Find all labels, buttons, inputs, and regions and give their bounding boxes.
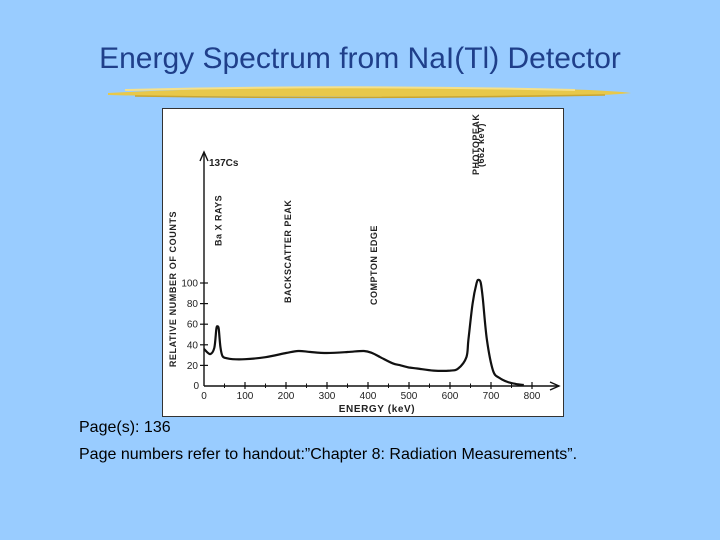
x-tick-label: 700 <box>483 391 500 402</box>
x-tick-label: 400 <box>360 391 377 402</box>
caption-pages: Page(s): 136 <box>79 419 171 436</box>
spectrum-figure: 0 0 20 40 60 80 100 100 200 300 400 500 600 700 800 RE… <box>162 108 564 417</box>
x-tick-label: 300 <box>319 391 336 402</box>
x-tick-label: 200 <box>278 391 295 402</box>
y-tick-label: 100 <box>181 279 198 290</box>
y-axis-arrow <box>199 150 209 162</box>
spectrum-chart: 00 20 40 60 80 100 100 200 300 400 500 600 700 800 RE… <box>168 114 561 415</box>
photopeak-label: PHOTOPEAK <box>471 114 481 175</box>
backscatter-peak-label: BACKSCATTER PEAK <box>283 200 293 303</box>
y-tick-label: 20 <box>187 361 199 372</box>
x-axis-label: ENERGY (keV) <box>339 404 415 415</box>
compton-edge-label: COMPTON EDGE <box>369 225 379 305</box>
spectrum-curve <box>203 278 524 387</box>
y-tick-label: 40 <box>187 340 199 351</box>
y-tick-label: 60 <box>187 320 199 331</box>
ticks: 00 20 40 60 80 100 100 200 300 400 500 600 700 800 <box>181 279 540 403</box>
x-tick-label: 100 <box>237 391 254 402</box>
y-tick-label: 80 <box>187 299 199 310</box>
x-tick-label: 600 <box>442 391 459 402</box>
source-label: 137Cs <box>209 158 239 169</box>
x-tick-label: 0 <box>201 391 207 402</box>
caption-note: Page numbers refer to handout:”Chapter 8… <box>79 446 578 463</box>
x-tick-label: 500 <box>401 391 418 402</box>
axes <box>199 150 561 391</box>
x-axis-arrow <box>549 381 561 391</box>
x-tick-label: 800 <box>524 391 541 402</box>
underline-shadow <box>134 94 606 99</box>
underline-highlight <box>124 86 576 91</box>
y-axis-label: RELATIVE NUMBER OF COUNTS <box>168 211 178 367</box>
slide-title: Energy Spectrum from NaI(Tl) Detector <box>99 42 621 75</box>
ba-xrays-label: Ba X RAYS <box>213 195 223 246</box>
underline-stroke <box>108 87 631 98</box>
photopeak-energy-label: (662 keV) <box>476 123 486 167</box>
title-underline <box>108 86 631 99</box>
y-tick-label: 0 <box>193 381 199 392</box>
